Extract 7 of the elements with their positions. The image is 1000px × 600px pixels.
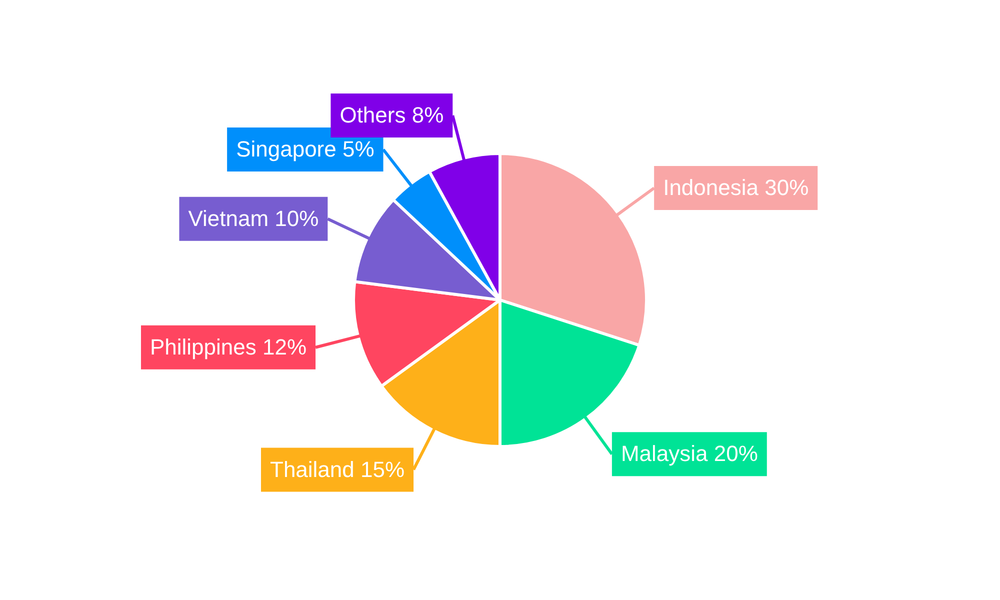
slice-label: Malaysia 20% [620, 441, 758, 466]
slice-label: Indonesia 30% [663, 175, 809, 200]
slice-label: Thailand 15% [270, 456, 405, 482]
slice-label: Others 8% [340, 102, 444, 128]
slice-label: Singapore 5% [236, 136, 374, 162]
slice-label: Vietnam 10% [188, 206, 319, 231]
slice-label: Philippines 12% [150, 334, 307, 360]
